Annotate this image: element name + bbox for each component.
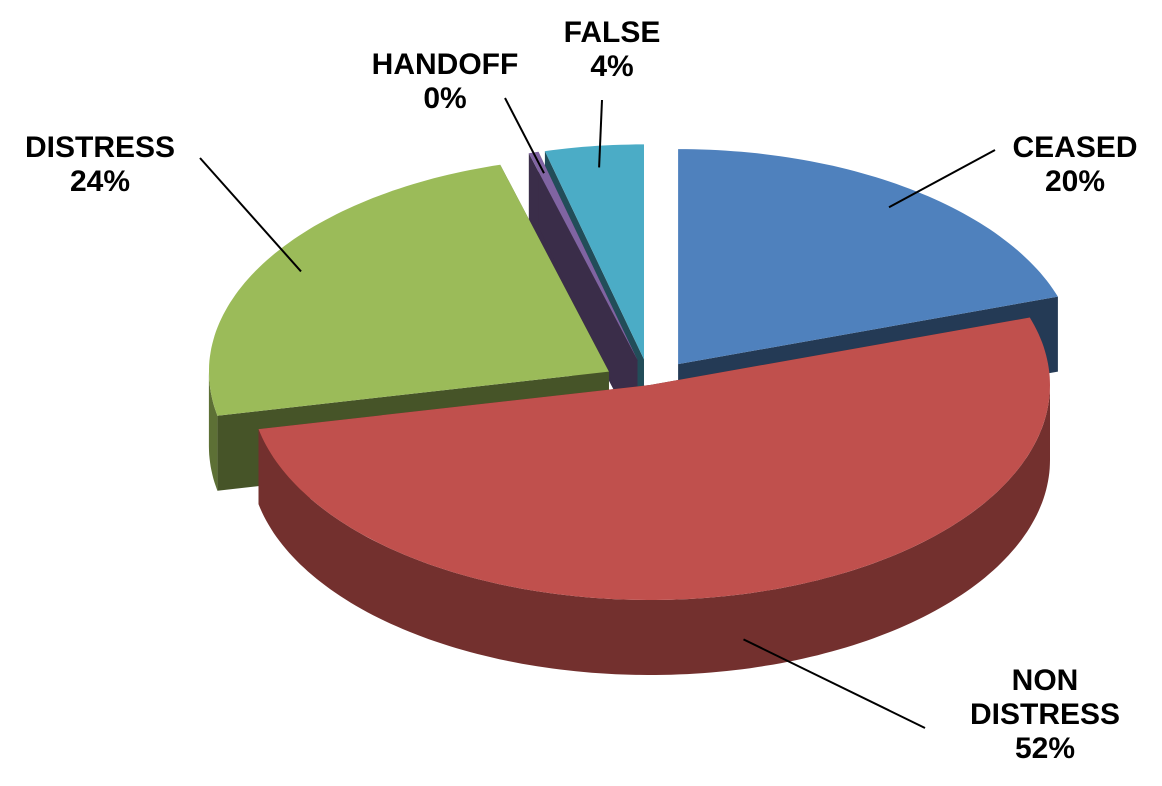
leader-line	[199, 157, 302, 273]
slice	[209, 164, 609, 416]
slice	[528, 151, 638, 361]
leader-line	[504, 97, 545, 174]
slice-wall	[208, 371, 218, 491]
slice-label: NON DISTRESS 52%	[970, 664, 1120, 766]
value-label: 4%	[590, 50, 634, 83]
value-label: 20%	[1044, 165, 1106, 198]
category-label: FALSE	[563, 16, 661, 49]
slice	[544, 144, 644, 360]
category-label: HANDOFF	[371, 48, 519, 81]
leader-line	[598, 99, 603, 168]
slice-label: FALSE 4%	[564, 16, 661, 84]
slice	[258, 317, 1050, 600]
value-label: 24%	[69, 165, 131, 198]
slice-wall	[258, 385, 1050, 675]
slice-label: HANDOFF 0%	[372, 48, 519, 116]
category-label: CEASED	[1012, 131, 1138, 164]
category-label: NON DISTRESS	[969, 664, 1121, 731]
value-label: 0%	[423, 82, 467, 115]
slice-label: CEASED 20%	[1012, 131, 1137, 199]
slice	[678, 149, 1058, 365]
value-label: 52%	[1014, 732, 1076, 765]
category-label: DISTRESS	[24, 131, 176, 164]
slice-side	[538, 151, 638, 436]
slice-label: DISTRESS 24%	[25, 131, 175, 199]
leader-line	[743, 638, 926, 729]
leader-line	[888, 149, 996, 209]
